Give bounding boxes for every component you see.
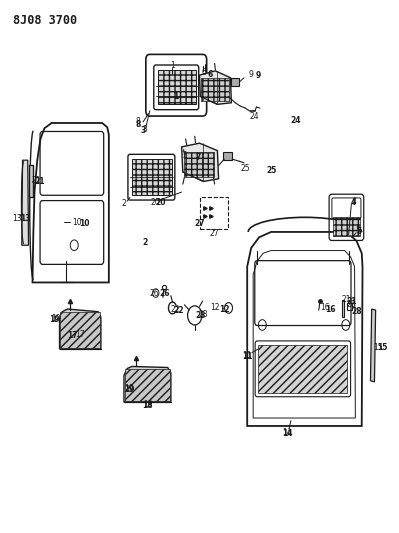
Text: 21: 21 xyxy=(342,295,352,304)
Text: 6: 6 xyxy=(201,68,206,77)
Text: 26: 26 xyxy=(149,288,159,297)
Text: 21: 21 xyxy=(347,296,357,305)
Text: 20: 20 xyxy=(155,198,166,207)
Text: 5: 5 xyxy=(356,227,360,236)
Text: 23: 23 xyxy=(199,310,208,319)
Bar xyxy=(231,78,239,86)
Text: 4: 4 xyxy=(352,197,356,206)
Text: 7: 7 xyxy=(181,151,186,160)
Text: 10: 10 xyxy=(79,220,89,229)
Text: 4: 4 xyxy=(351,198,356,207)
Polygon shape xyxy=(200,71,231,104)
Text: 8: 8 xyxy=(136,119,141,128)
Text: 24: 24 xyxy=(290,116,301,125)
Bar xyxy=(60,312,100,348)
Polygon shape xyxy=(22,160,28,245)
Text: 11: 11 xyxy=(242,352,253,361)
Text: 27: 27 xyxy=(194,220,205,229)
Text: 17: 17 xyxy=(75,330,85,339)
Text: 26: 26 xyxy=(160,288,170,297)
Text: 14: 14 xyxy=(282,429,292,438)
Polygon shape xyxy=(182,143,219,181)
Text: 19: 19 xyxy=(124,384,134,393)
Bar xyxy=(200,197,228,229)
Text: 1: 1 xyxy=(170,61,175,69)
Bar xyxy=(333,217,360,236)
Text: 13: 13 xyxy=(20,214,31,223)
Text: 11: 11 xyxy=(243,351,252,360)
Bar xyxy=(258,345,348,393)
Text: 3: 3 xyxy=(142,125,147,134)
Polygon shape xyxy=(371,309,375,382)
Text: 19: 19 xyxy=(51,314,61,323)
Text: 2: 2 xyxy=(122,199,126,208)
Bar xyxy=(29,165,32,197)
Text: 9: 9 xyxy=(249,70,254,78)
Text: 14: 14 xyxy=(282,430,292,439)
Text: 22: 22 xyxy=(171,304,180,313)
Text: 22: 22 xyxy=(174,305,184,314)
Text: 2: 2 xyxy=(142,238,148,247)
Text: 16: 16 xyxy=(320,303,330,312)
Text: 1: 1 xyxy=(174,92,179,101)
Text: 27: 27 xyxy=(209,229,219,238)
Text: 9: 9 xyxy=(255,70,261,79)
Text: 12: 12 xyxy=(210,303,219,312)
Bar xyxy=(201,78,229,101)
Text: 24: 24 xyxy=(249,112,259,121)
Bar xyxy=(132,159,172,195)
Text: 21: 21 xyxy=(32,176,41,185)
Bar xyxy=(184,152,214,177)
Text: 28: 28 xyxy=(347,300,356,309)
Text: 18: 18 xyxy=(143,400,152,409)
Text: 25: 25 xyxy=(266,166,277,175)
Text: 8J08 3700: 8J08 3700 xyxy=(13,14,77,27)
Text: 25: 25 xyxy=(241,164,250,173)
Bar xyxy=(125,369,170,401)
Text: 12: 12 xyxy=(219,304,230,313)
Text: 19: 19 xyxy=(49,315,59,324)
Polygon shape xyxy=(59,309,101,349)
Polygon shape xyxy=(124,367,171,402)
Text: 8: 8 xyxy=(136,117,140,126)
Text: 18: 18 xyxy=(142,401,153,410)
Text: 21: 21 xyxy=(34,177,45,186)
Bar xyxy=(342,300,344,317)
Text: 16: 16 xyxy=(325,304,335,313)
Text: 6: 6 xyxy=(207,70,213,78)
Text: 13: 13 xyxy=(12,214,22,223)
Text: 15: 15 xyxy=(377,343,388,352)
Text: 23: 23 xyxy=(196,311,206,320)
Text: 5: 5 xyxy=(357,228,361,237)
Text: 3: 3 xyxy=(140,126,146,135)
Text: 28: 28 xyxy=(352,307,362,316)
Text: 7: 7 xyxy=(196,153,201,162)
Text: 17: 17 xyxy=(67,331,77,340)
Text: 10: 10 xyxy=(72,218,82,227)
Text: 15: 15 xyxy=(373,343,383,352)
Bar xyxy=(347,303,352,310)
Text: 20: 20 xyxy=(150,198,160,207)
Bar xyxy=(223,152,232,160)
Bar xyxy=(158,70,196,104)
Text: 19: 19 xyxy=(124,385,135,394)
